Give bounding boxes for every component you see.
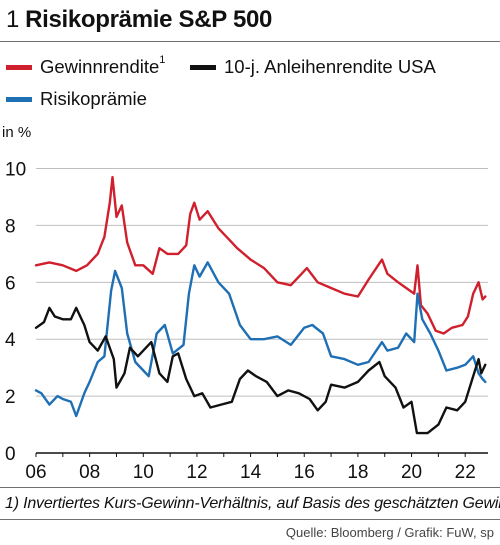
x-tick-label: 20 — [401, 462, 422, 483]
chart-title-text: Risikoprämie S&P 500 — [25, 6, 273, 33]
title-rule — [0, 41, 500, 42]
legend-swatch-gewinnrendite — [6, 64, 32, 70]
source-rule — [0, 519, 500, 520]
x-tick-label: 08 — [79, 462, 100, 483]
y-axis-label: in % — [2, 124, 31, 141]
y-tick-label: 0 — [5, 444, 16, 465]
legend-item-gewinnrendite: Gewinnrendite 1 — [6, 55, 165, 78]
y-tick-label: 6 — [5, 273, 16, 294]
series-line-gewinnrendite — [34, 175, 487, 335]
x-tick-label: 14 — [240, 462, 262, 483]
legend-label-anleihenrendite: 10-j. Anleihenrendite USA — [224, 56, 436, 77]
legend-label-risikopraemie: Risikoprämie — [40, 88, 147, 109]
legend-swatch-anleihenrendite — [190, 64, 216, 70]
x-tick-label: 16 — [294, 462, 315, 483]
y-tick-label: 4 — [5, 330, 16, 351]
y-tick-label: 2 — [5, 387, 16, 408]
legend-swatch-risikopraemie — [6, 96, 32, 102]
footnote: 1) Invertiertes Kurs-Gewinn-Verhältnis, … — [5, 495, 500, 512]
legend-label-gewinnrendite: Gewinnrendite — [40, 56, 160, 77]
footnote-rule — [0, 487, 500, 488]
legend-item-risikopraemie: Risikoprämie — [6, 88, 147, 110]
source-credit: Quelle: Bloomberg / Grafik: FuW, sp — [285, 525, 494, 540]
x-tick-label: 10 — [133, 462, 154, 483]
x-tick-label: 06 — [25, 462, 46, 483]
chart-number: 1 — [6, 6, 20, 33]
series-line-10-j-anleihenrendite-usa — [34, 306, 487, 435]
chart-title: 1 Risikoprämie S&P 500 — [6, 6, 272, 34]
y-tick-label: 10 — [5, 160, 26, 181]
line-chart: in % 0 2 4 6 8 10 06 08 10 12 14 16 18 20 22 — [2, 124, 488, 483]
y-tick-label: 8 — [5, 216, 16, 237]
legend-item-anleihenrendite: 10-j. Anleihenrendite USA — [190, 56, 436, 78]
series-line-risikopr-mie — [34, 261, 487, 418]
x-tick-label: 12 — [186, 462, 207, 483]
x-tick-label: 18 — [347, 462, 368, 483]
x-tick-label: 22 — [455, 462, 476, 483]
